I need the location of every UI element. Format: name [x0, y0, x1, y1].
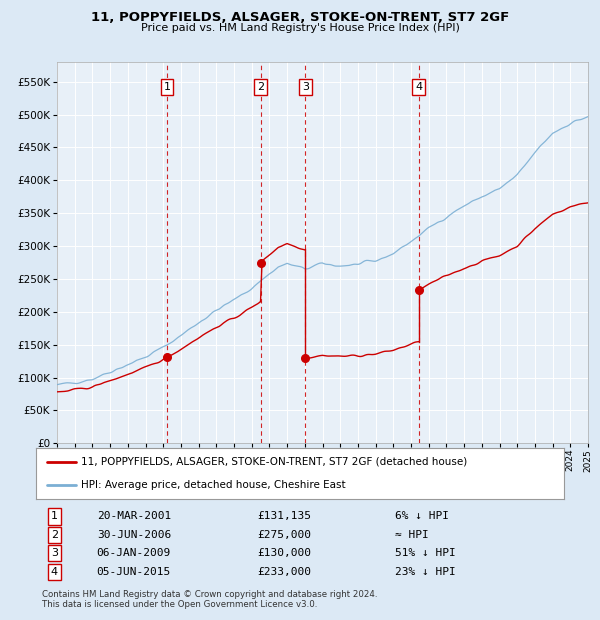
Text: £275,000: £275,000	[258, 530, 312, 540]
Text: 3: 3	[302, 82, 309, 92]
Text: 06-JAN-2009: 06-JAN-2009	[97, 548, 171, 558]
Text: 2: 2	[257, 82, 264, 92]
Text: This data is licensed under the Open Government Licence v3.0.: This data is licensed under the Open Gov…	[42, 600, 317, 609]
Text: ≈ HPI: ≈ HPI	[395, 530, 429, 540]
Text: Contains HM Land Registry data © Crown copyright and database right 2024.: Contains HM Land Registry data © Crown c…	[42, 590, 377, 600]
Text: 51% ↓ HPI: 51% ↓ HPI	[395, 548, 456, 558]
Text: £131,135: £131,135	[258, 512, 312, 521]
Text: £233,000: £233,000	[258, 567, 312, 577]
Text: 3: 3	[51, 548, 58, 558]
Text: 30-JUN-2006: 30-JUN-2006	[97, 530, 171, 540]
Text: 05-JUN-2015: 05-JUN-2015	[97, 567, 171, 577]
Text: Price paid vs. HM Land Registry's House Price Index (HPI): Price paid vs. HM Land Registry's House …	[140, 23, 460, 33]
Text: 23% ↓ HPI: 23% ↓ HPI	[395, 567, 456, 577]
Text: 20-MAR-2001: 20-MAR-2001	[97, 512, 171, 521]
Text: 4: 4	[415, 82, 422, 92]
Text: 1: 1	[164, 82, 170, 92]
Text: £130,000: £130,000	[258, 548, 312, 558]
Text: 4: 4	[51, 567, 58, 577]
Text: HPI: Average price, detached house, Cheshire East: HPI: Average price, detached house, Ches…	[81, 480, 346, 490]
Text: 1: 1	[51, 512, 58, 521]
Text: 2: 2	[51, 530, 58, 540]
Text: 11, POPPYFIELDS, ALSAGER, STOKE-ON-TRENT, ST7 2GF: 11, POPPYFIELDS, ALSAGER, STOKE-ON-TRENT…	[91, 11, 509, 24]
Text: 6% ↓ HPI: 6% ↓ HPI	[395, 512, 449, 521]
Text: 11, POPPYFIELDS, ALSAGER, STOKE-ON-TRENT, ST7 2GF (detached house): 11, POPPYFIELDS, ALSAGER, STOKE-ON-TRENT…	[81, 457, 467, 467]
